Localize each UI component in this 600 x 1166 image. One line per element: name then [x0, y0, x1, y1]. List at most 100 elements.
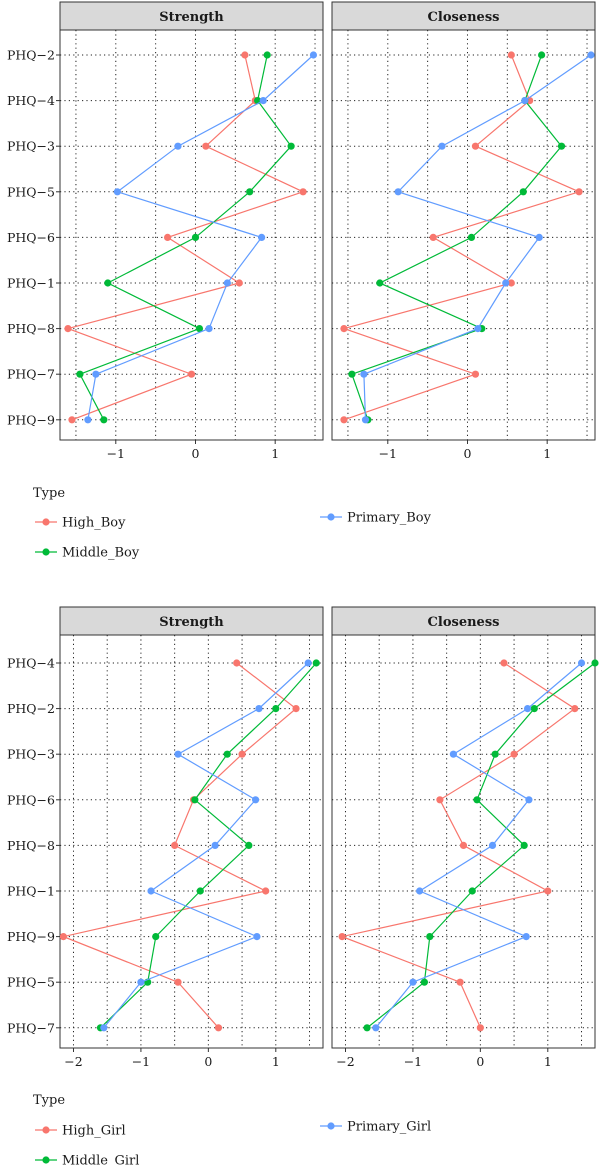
data-point [104, 279, 112, 287]
data-point [507, 51, 515, 59]
data-point [426, 933, 434, 941]
data-point [202, 142, 210, 150]
data-point [530, 705, 538, 713]
data-point [100, 1024, 108, 1032]
data-point [59, 933, 67, 941]
data-point [340, 416, 348, 424]
data-point [195, 325, 204, 333]
data-point [253, 933, 261, 941]
strip-label: Strength [159, 10, 224, 25]
data-point [471, 142, 480, 150]
data-point [491, 750, 499, 758]
data-point [467, 233, 476, 241]
data-point [113, 188, 121, 196]
data-point [211, 841, 219, 850]
data-point [174, 142, 182, 150]
data-point [525, 796, 533, 804]
data-point [255, 705, 263, 713]
data-point [361, 416, 370, 424]
data-point [292, 705, 300, 713]
y-tick-label: PHQ−6 [7, 792, 55, 807]
data-point [223, 279, 231, 287]
y-tick-label: PHQ−9 [7, 412, 55, 427]
legend-entry: Middle_Girl [62, 1154, 139, 1166]
data-point [235, 279, 243, 287]
x-tick-label: −2 [64, 1054, 82, 1069]
y-tick-label: PHQ−6 [7, 230, 55, 245]
data-point [474, 325, 482, 333]
data-point [174, 978, 182, 986]
data-point [587, 51, 595, 59]
data-point [429, 233, 437, 241]
x-tick-label: 0 [204, 1054, 212, 1069]
data-point [409, 978, 417, 986]
legend-entry: High_Boy [62, 516, 126, 531]
strip-header [331, 1, 596, 31]
data-point [196, 887, 204, 895]
x-tick-label: 1 [543, 446, 551, 461]
data-point [245, 841, 253, 850]
data-point [241, 51, 249, 59]
data-point [171, 841, 179, 850]
data-point [520, 841, 528, 850]
panel-closeness: Closeness −1 0 1 [331, 1, 596, 461]
strip-label: Strength [159, 615, 224, 630]
data-point [519, 188, 527, 196]
plot-area [331, 29, 596, 441]
strip-label: Closeness [428, 615, 500, 630]
legend-key-point [42, 1126, 50, 1134]
strip-header [59, 606, 324, 636]
strip-label: Closeness [428, 10, 500, 25]
chart-girl: Strength −2 −1 0 1 Closeness −2 −1 0 1 PHQ−4 PHQ−2 P… [7, 606, 599, 1166]
legend-key-point [42, 548, 50, 556]
data-point [571, 705, 579, 713]
plot-area [59, 29, 324, 441]
data-point [287, 142, 295, 150]
y-tick-label: PHQ−7 [7, 1020, 55, 1035]
data-point [214, 1024, 223, 1032]
legend-key-point [327, 1122, 335, 1130]
data-point [471, 370, 480, 378]
data-point [500, 659, 508, 667]
data-point [473, 796, 481, 804]
data-point [137, 978, 145, 986]
legend-entry: Middle_Boy [62, 546, 140, 561]
x-tick-label: 1 [272, 1054, 280, 1069]
data-point [174, 750, 182, 758]
legend-entry: High_Girl [62, 1124, 126, 1139]
data-point [348, 370, 356, 378]
data-point [535, 233, 543, 241]
data-point [262, 887, 270, 895]
y-tick-label: PHQ−8 [7, 838, 55, 853]
data-point [372, 1024, 380, 1032]
data-point [338, 933, 346, 941]
legend-entry: Primary_Boy [347, 511, 432, 526]
data-point [476, 1024, 484, 1032]
legend-title: Type [33, 486, 65, 501]
panel-strength: Strength −1 0 1 [59, 1, 324, 461]
plot-area [59, 634, 324, 1049]
data-point [251, 796, 260, 804]
data-point [309, 51, 318, 59]
data-point [488, 841, 497, 850]
data-point [246, 188, 254, 196]
y-tick-label: PHQ−3 [7, 747, 55, 762]
data-point [68, 416, 76, 424]
x-tick-label: −1 [404, 1054, 422, 1069]
y-tick-label: PHQ−5 [7, 184, 55, 199]
legend: Type High_Boy Middle_Boy Primary_Boy [33, 486, 432, 561]
y-tick-label: PHQ−5 [7, 975, 55, 990]
legend: Type High_Girl Middle_Girl Primary_Girl [33, 1093, 431, 1166]
data-point [521, 97, 529, 105]
panel-strength: Strength −2 −1 0 1 [59, 606, 324, 1069]
data-point [510, 750, 518, 758]
data-point [468, 887, 476, 895]
x-tick-label: 0 [192, 446, 200, 461]
data-point [205, 325, 213, 333]
data-point [76, 370, 84, 378]
data-point [438, 142, 446, 150]
data-point [523, 705, 532, 713]
y-tick-label: PHQ−9 [7, 929, 55, 944]
data-point [591, 659, 599, 667]
data-point [191, 233, 200, 241]
